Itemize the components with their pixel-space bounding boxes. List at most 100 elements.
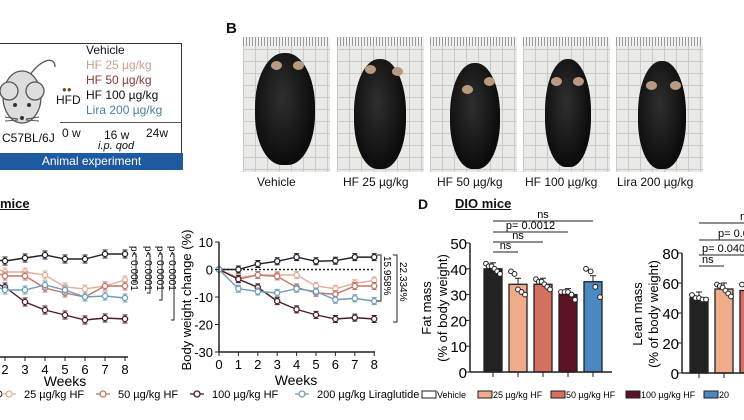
x-tick-label: 8 (371, 357, 378, 372)
significance-bracket (393, 254, 398, 323)
y-tick-label: 30 (450, 288, 467, 305)
mouse-illustration-icon (0, 59, 56, 124)
bar-hf100 (558, 293, 578, 373)
strain-label: C57BL/6J (2, 131, 55, 145)
y-tick-label: 20 (662, 336, 679, 353)
legend-swatch-hf100 (625, 390, 641, 399)
photo-label-lira: Lira 200 µg/kg (617, 175, 694, 189)
data-point-line_hf100 (312, 311, 320, 319)
bar-vehicle (689, 297, 709, 374)
data-point-line_lira (312, 288, 320, 295)
body-weight-change-chart: 100-10-20-300 1 2 3 4 5 6 7 8 (194, 235, 378, 372)
significance-label: p= 0.0012 (506, 220, 555, 232)
individual-point (583, 265, 589, 272)
data-point-vehicle (351, 253, 359, 261)
x-tick-label: 7 (351, 357, 358, 372)
significance-bracket (159, 253, 163, 301)
y-tick-label: 0 (671, 366, 679, 383)
y-tick-label: -20 (194, 318, 213, 333)
individual-point (739, 281, 744, 288)
data-point-vehicle (41, 251, 49, 259)
x-tick-label: 4 (293, 357, 300, 372)
timepoint-16w: 16 w (104, 128, 130, 142)
data-point-line_hf50 (370, 282, 378, 290)
significance-bracket (133, 253, 137, 283)
legend-d: Vehicle 25 µg/kg HF 50 µg/kg HF 100 µg/kg H… (421, 390, 729, 400)
individual-point (568, 291, 575, 298)
data-point-line_hf50 (121, 282, 129, 290)
x-tick-label: 3 (21, 362, 28, 377)
animal-experiment-banner: Animal experiment (0, 153, 183, 170)
data-point-line_lira (101, 292, 109, 300)
data-point-line_hf50 (273, 273, 281, 280)
individual-point (522, 291, 528, 298)
data-point-line_hf100 (81, 316, 89, 324)
series-line-partial (0, 269, 6, 273)
y-tick-label: 0 (206, 263, 213, 278)
data-point-line_lira (351, 295, 359, 302)
c2-ylabel: Body weight change (%) (179, 230, 194, 371)
y-tick-label: -30 (194, 345, 213, 360)
significance-label: p= 0.040 (702, 243, 744, 255)
bar-vehicle (483, 268, 503, 373)
x-tick-label: 4 (41, 362, 48, 377)
bar-hf25 (508, 283, 528, 373)
data-point-vehicle (370, 253, 378, 261)
data-point-line_hf100 (370, 315, 378, 323)
data-point-line_hf50 (101, 282, 109, 290)
x-tick-label: 6 (332, 357, 339, 372)
y-tick-label: 0 (459, 365, 467, 382)
y-tick-label: 60 (662, 276, 679, 293)
individual-point (597, 294, 603, 301)
data-point-vehicle (61, 255, 69, 263)
data-point-line_lira (293, 285, 300, 292)
significance-bracket (147, 253, 151, 294)
legend-c: 25 µg/kg HF 50 µg/kg HF 100 µg/kg HF 200 µg… (0, 389, 419, 401)
legend-marker-vehicle (0, 390, 3, 398)
significance-label: n (740, 211, 744, 223)
series-line-partial (0, 284, 6, 288)
photo-hf25 (337, 37, 424, 172)
data-point-vehicle (293, 253, 300, 261)
individual-point (728, 293, 734, 300)
data-point-line_lira (1, 286, 9, 294)
data-point-line_hf50 (351, 282, 359, 290)
significance-label: ns (500, 240, 512, 252)
data-point-vehicle (21, 254, 29, 262)
panel-d-label: D (418, 196, 429, 212)
x-tick-label: 2 (254, 357, 261, 372)
group-hf50: HF 50 µg/kg (86, 73, 152, 87)
individual-point (547, 286, 553, 293)
x-tick-label: 5 (312, 357, 319, 372)
timepoint-0w: 0 w (62, 126, 81, 140)
x-tick-label: 6 (81, 362, 88, 377)
data-point-line_hf50 (21, 272, 29, 280)
data-point-line_hf25 (41, 271, 49, 279)
photo-vehicle (243, 37, 330, 172)
bar-hf50 (533, 283, 553, 373)
significance-label: p= 0.0 (718, 228, 744, 240)
data-point-line_lira (332, 296, 339, 303)
photo-label-hf25: HF 25 µg/kg (343, 175, 409, 189)
x-tick-label: 5 (61, 362, 68, 377)
data-point-vehicle (121, 250, 129, 258)
series-line-partial (0, 273, 6, 277)
y-tick-label: 10 (450, 339, 467, 356)
y-tick-label: 80 (662, 246, 679, 263)
group-vehicle: Vehicle (86, 43, 125, 57)
data-point-line_lira (21, 286, 29, 294)
legend-swatch-hf50 (550, 390, 566, 399)
group-hf25: HF 25 µg/kg (86, 58, 152, 72)
data-point-line_lira (121, 294, 129, 302)
photo-label-vehicle: Vehicle (257, 175, 296, 189)
individual-point (587, 268, 594, 275)
data-point-line_lira (81, 293, 89, 301)
data-point-line_lira (41, 281, 49, 289)
series-line-partial (0, 287, 6, 291)
legend-label: 50 µg/kg HF (566, 390, 616, 400)
x-tick-label: 3 (274, 357, 281, 372)
data-point-vehicle (254, 260, 262, 268)
group-hf100: HF 100 µg/kg (86, 88, 159, 102)
data-point-line_hf100 (332, 315, 339, 323)
